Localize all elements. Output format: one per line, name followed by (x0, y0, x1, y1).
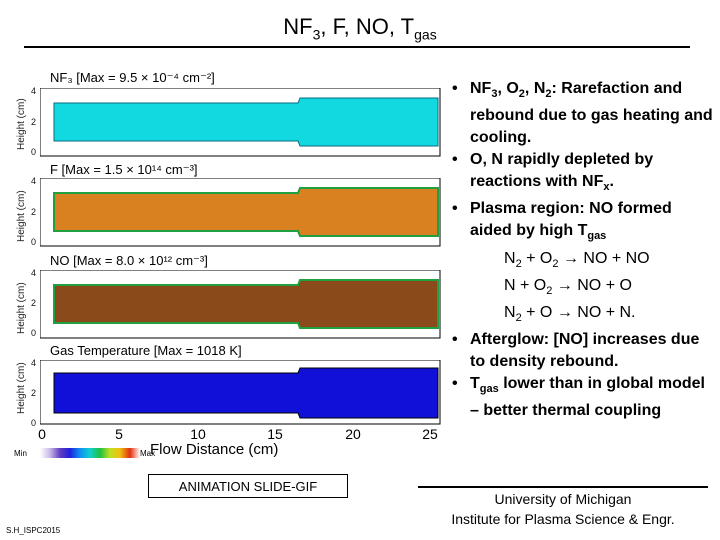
x-axis-label: Flow Distance (cm) (150, 441, 279, 458)
y-tick: 2 (30, 298, 36, 308)
colorbar (40, 448, 140, 458)
gas-temperature-plot (40, 360, 441, 425)
y-tick: 0 (30, 328, 36, 338)
affiliation-rule (418, 486, 708, 488)
colorbar-min-label: Min (14, 449, 27, 458)
y-tick: 2 (30, 207, 36, 217)
bullet-dot: • (452, 331, 458, 349)
bullet-list: • NF3, O2, N2: Rarefaction and rebound d… (452, 78, 714, 422)
panel-label: Gas Temperature [Max = 1018 K] (50, 343, 242, 358)
y-tick: 0 (30, 418, 36, 428)
reactor-profile (53, 97, 439, 147)
reactor-profile (53, 367, 439, 419)
x-tick: 10 (190, 426, 206, 442)
bullet-dot: • (452, 200, 458, 218)
x-tick: 20 (345, 426, 361, 442)
nf3-density-plot (40, 88, 441, 157)
bullet-dot: • (452, 80, 458, 97)
reactor-profile (53, 279, 439, 329)
reaction-line: N + O2 → NO + O (504, 276, 632, 297)
no-density-plot (40, 270, 441, 339)
x-tick: 0 (38, 426, 46, 442)
animation-label-box: ANIMATION SLIDE-GIF (148, 474, 348, 498)
f-density-plot (40, 178, 441, 247)
reactor-profile (53, 187, 439, 237)
colorbar-max-label: Max (140, 449, 156, 458)
y-tick: 4 (30, 176, 36, 186)
reaction-line: N2 + O → NO + N. (504, 303, 636, 325)
affiliation-university: University of Michigan (494, 491, 632, 507)
bullet-item: • Plasma region: NO formed aided by high… (452, 200, 672, 243)
x-tick: 25 (422, 426, 438, 442)
y-tick: 4 (30, 268, 36, 278)
bullet-dot: • (452, 151, 458, 169)
y-tick: 0 (30, 237, 36, 247)
bullet-item: • O, N rapidly depleted by reactions wit… (452, 151, 654, 194)
panel-label: F [Max = 1.5 × 10¹⁴ cm⁻³] (50, 162, 198, 177)
y-tick: 2 (30, 117, 36, 127)
panel-label: NF₃ [Max = 9.5 × 10⁻⁴ cm⁻²] (50, 70, 215, 85)
affiliation-institute: Institute for Plasma Science & Engr. (451, 511, 675, 527)
panel-label: NO [Max = 8.0 × 10¹² cm⁻³] (50, 253, 208, 268)
bullet-item: • NF3, O2, N2: Rarefaction and rebound d… (452, 80, 713, 147)
y-tick: 2 (30, 388, 36, 398)
y-tick: 4 (30, 86, 36, 96)
reaction-line: N2 + O2 → NO + NO (504, 249, 650, 270)
title-rule (24, 46, 690, 48)
x-tick: 15 (267, 426, 283, 442)
bullet-item: • Tgas lower than in global model – bett… (452, 375, 705, 420)
bullet-dot: • (452, 375, 458, 393)
footer-id: S.H_ISPC2015 (6, 526, 61, 535)
y-tick: 4 (30, 358, 36, 368)
bullet-item: • Afterglow: [NO] increases due to densi… (452, 331, 700, 371)
slide-title: NF3, F, NO, Tgas (283, 14, 437, 43)
x-tick: 5 (115, 426, 123, 442)
y-tick: 0 (30, 147, 36, 157)
y-axis-label: Height (cm) (16, 282, 27, 334)
